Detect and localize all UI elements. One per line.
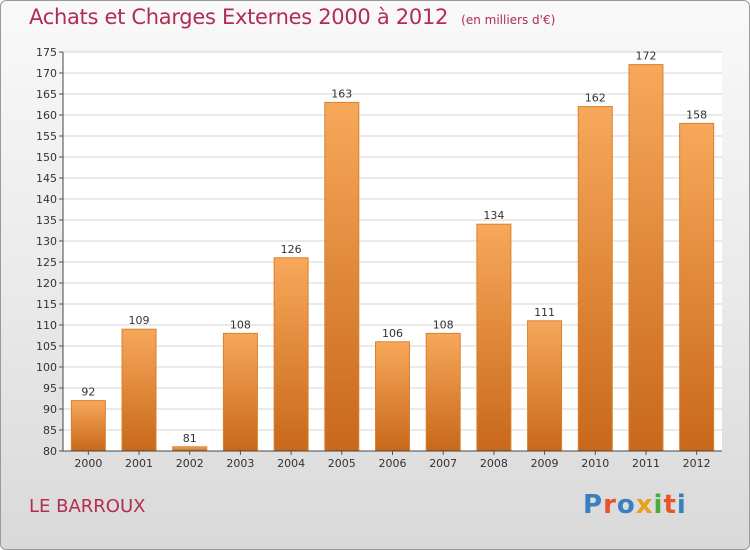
y-tick-label: 130 <box>36 235 57 248</box>
x-tick-label: 2002 <box>176 457 204 470</box>
proxiti-logo: Proxiti <box>583 490 687 520</box>
logo-letter: i <box>676 490 687 520</box>
y-tick-label: 80 <box>43 445 57 458</box>
data-label: 109 <box>129 314 150 327</box>
y-tick-label: 110 <box>36 319 57 332</box>
x-tick-label: 2011 <box>632 457 660 470</box>
bar <box>577 106 613 452</box>
bar <box>324 101 360 452</box>
data-label: 108 <box>230 318 251 331</box>
chart-title: Achats et Charges Externes 2000 à 2012 <box>29 5 449 29</box>
y-tick-label: 125 <box>36 256 57 269</box>
y-tick-label: 175 <box>36 46 57 59</box>
bar <box>425 332 461 452</box>
data-label: 106 <box>382 327 403 340</box>
y-tick-label: 95 <box>43 382 57 395</box>
logo-letter: t <box>663 490 677 520</box>
x-tick-label: 2008 <box>480 457 508 470</box>
x-tick-label: 2001 <box>125 457 153 470</box>
title-row: Achats et Charges Externes 2000 à 2012 (… <box>29 5 555 29</box>
x-tick-label: 2010 <box>581 457 609 470</box>
data-label: 158 <box>686 108 707 121</box>
y-tick-label: 165 <box>36 88 57 101</box>
data-label: 111 <box>534 306 555 319</box>
data-label: 108 <box>433 318 454 331</box>
logo-letter: i <box>653 490 664 520</box>
y-tick-label: 105 <box>36 340 57 353</box>
logo-letter: x <box>635 490 654 520</box>
data-label: 163 <box>331 87 352 100</box>
bar <box>70 400 106 452</box>
y-tick-label: 160 <box>36 109 57 122</box>
data-label: 162 <box>585 92 606 105</box>
data-label: 126 <box>281 243 302 256</box>
x-tick-label: 2006 <box>379 457 407 470</box>
bar <box>222 332 258 452</box>
data-label: 172 <box>635 50 656 63</box>
bar <box>172 446 208 452</box>
bar <box>628 64 664 452</box>
y-tick-label: 85 <box>43 424 57 437</box>
bar <box>476 223 512 452</box>
x-tick-label: 2007 <box>429 457 457 470</box>
bar <box>273 257 309 452</box>
x-tick-label: 2003 <box>226 457 254 470</box>
y-tick-label: 100 <box>36 361 57 374</box>
logo-letter: o <box>616 490 636 520</box>
y-tick-label: 90 <box>43 403 57 416</box>
y-tick-label: 145 <box>36 172 57 185</box>
data-label: 134 <box>483 209 504 222</box>
y-tick-label: 150 <box>36 151 57 164</box>
x-tick-label: 2009 <box>531 457 559 470</box>
chart-subtitle: (en milliers d'€) <box>461 13 556 27</box>
logo-letter: r <box>603 490 617 520</box>
y-tick-label: 140 <box>36 193 57 206</box>
bar <box>679 122 715 452</box>
y-tick-label: 135 <box>36 214 57 227</box>
commune-name: LE BARROUX <box>29 496 146 517</box>
y-tick-label: 170 <box>36 67 57 80</box>
data-label: 92 <box>81 386 95 399</box>
x-tick-label: 2005 <box>328 457 356 470</box>
data-label: 81 <box>183 432 197 445</box>
bar <box>527 320 563 452</box>
x-tick-label: 2012 <box>683 457 711 470</box>
bar <box>121 328 157 452</box>
bar <box>375 341 410 452</box>
y-tick-label: 115 <box>36 298 57 311</box>
y-tick-label: 155 <box>36 130 57 143</box>
x-tick-label: 2000 <box>74 457 102 470</box>
logo-letter: P <box>583 490 604 520</box>
x-tick-label: 2004 <box>277 457 305 470</box>
y-tick-label: 120 <box>36 277 57 290</box>
